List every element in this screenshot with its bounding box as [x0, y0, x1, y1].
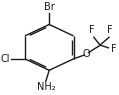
Text: Br: Br: [44, 2, 55, 12]
Text: NH₂: NH₂: [37, 82, 55, 92]
Text: Cl: Cl: [1, 54, 10, 64]
Text: F: F: [111, 44, 116, 54]
Text: F: F: [89, 25, 95, 35]
Text: F: F: [107, 25, 113, 35]
Text: O: O: [83, 49, 90, 59]
